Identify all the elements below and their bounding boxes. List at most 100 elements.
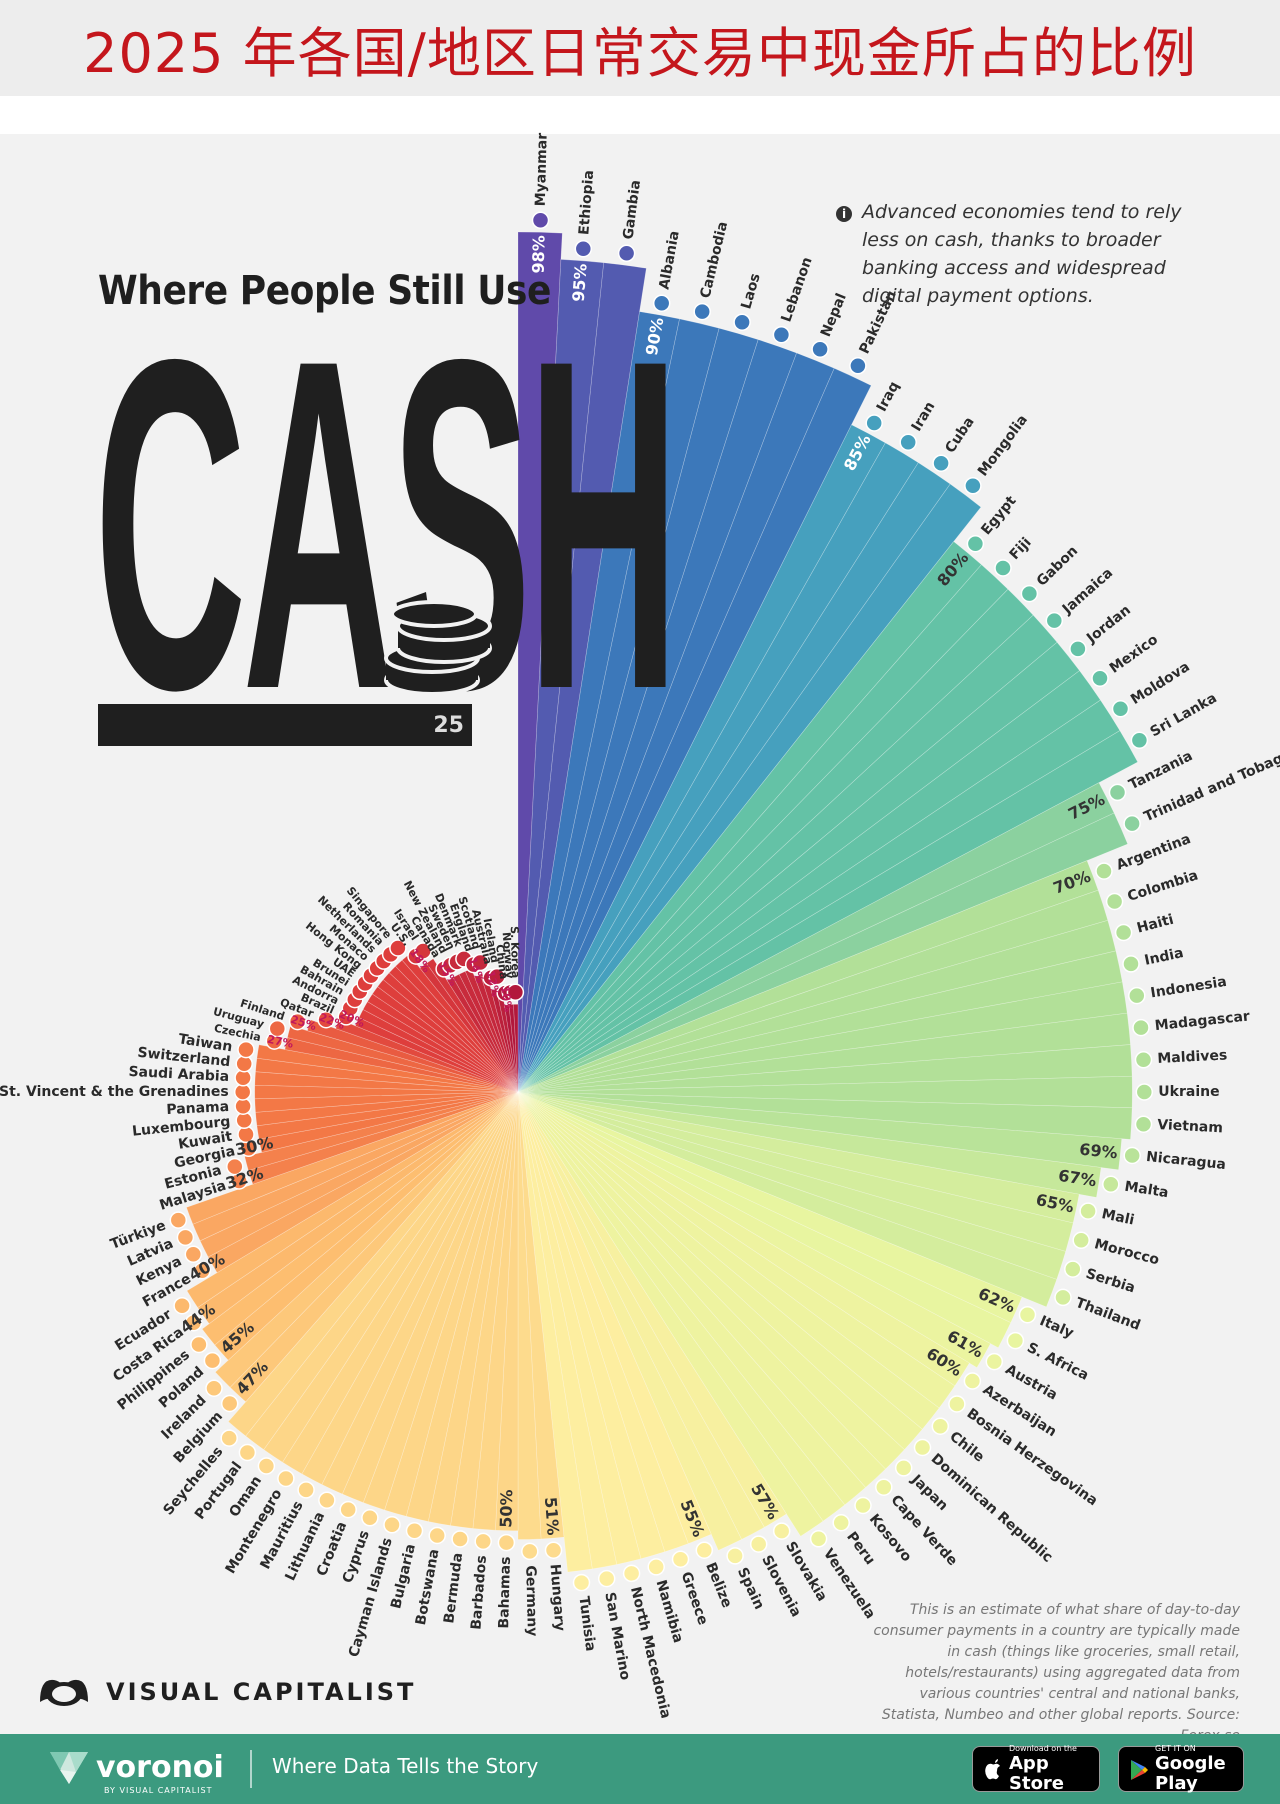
flag-icon-ecuador — [173, 1296, 191, 1315]
country-label-madagascar: Madagascar — [1154, 1008, 1251, 1034]
flag-icon-ukraine — [1135, 1083, 1154, 1101]
country-label-gabon: Gabon — [1034, 543, 1081, 590]
bar-trinidad-and-tobago — [517, 812, 1129, 1093]
note-text: Advanced economies tend to rely less on … — [862, 201, 1182, 307]
bar-mauritius — [301, 1091, 519, 1485]
bar-mexico — [517, 670, 1101, 1093]
bar-greece — [517, 1091, 689, 1553]
country-label-india: India — [1143, 945, 1185, 969]
country-label-cambodia: Cambodia — [698, 220, 732, 300]
flag-icon-morocco — [1072, 1231, 1090, 1250]
flag-icon-fiji — [994, 559, 1012, 577]
google-play-icon — [1131, 1760, 1148, 1780]
app-store-button[interactable]: Download on the App Store — [972, 1744, 1100, 1794]
bar-kuwait — [256, 1091, 519, 1140]
google-play-button[interactable]: GET IT ON Google Play — [1118, 1744, 1244, 1794]
flag-icon-oman — [257, 1457, 276, 1475]
flag-icon-tanzania — [1108, 783, 1127, 802]
country-label-panama: Panama — [166, 1099, 230, 1118]
flag-icon-nicaragua — [1123, 1146, 1141, 1165]
bar-argentina — [517, 860, 1099, 1093]
flag-icon-cape-verde — [875, 1478, 893, 1496]
flag-icon-cyprus — [361, 1509, 379, 1527]
bar-germany — [517, 1091, 542, 1540]
bar-colombia — [517, 889, 1109, 1093]
bar-bahrain — [362, 1001, 519, 1093]
flag-icon-chile — [931, 1417, 950, 1435]
country-label-iran: Iran — [909, 399, 939, 434]
bar-barbados — [472, 1091, 519, 1531]
flag-icon-myanmar — [531, 211, 550, 230]
coins-icon — [384, 600, 492, 696]
flag-icon-israel — [414, 942, 432, 960]
country-label-laos: Laos — [738, 272, 764, 311]
bar-france — [207, 1091, 519, 1274]
country-label-ukraine: Ukraine — [1158, 1084, 1219, 1100]
bar-myanmar — [517, 231, 563, 1093]
bar-england — [474, 974, 519, 1093]
country-label-vietnam: Vietnam — [1157, 1117, 1223, 1136]
flag-icon-bosnia-herzegovina — [948, 1395, 966, 1413]
country-label-thailand: Thailand — [1073, 1295, 1142, 1334]
country-label-saudi-arabia: Saudi Arabia — [128, 1064, 229, 1085]
country-label-sri-lanka: Sri Lanka — [1148, 690, 1220, 740]
bar-north-macedonia — [517, 1091, 642, 1565]
flag-icon-montenegro — [277, 1469, 295, 1488]
flag-icon-t-rkiye — [169, 1211, 188, 1229]
bar-sri-lanka — [517, 730, 1139, 1093]
bar-u-s — [419, 962, 519, 1093]
bar-nicaragua — [517, 1091, 1123, 1171]
country-label-germany: Germany — [522, 1565, 540, 1636]
country-label-hungary: Hungary — [547, 1563, 568, 1631]
country-label-barbados: Barbados — [468, 1555, 490, 1630]
flag-icon-argentina — [1095, 862, 1113, 880]
country-label-maldives: Maldives — [1157, 1047, 1228, 1067]
visual-capitalist-logo: VISUAL CAPITALIST — [36, 1672, 416, 1712]
bar-albania — [517, 311, 680, 1093]
country-label-malta: Malta — [1123, 1179, 1169, 1202]
value-label-ethiopia: 95% — [569, 263, 591, 303]
voronoi-logo[interactable]: voronoi — [48, 1748, 224, 1786]
flag-icon-venezuela — [809, 1530, 828, 1548]
flag-icon-namibia — [647, 1558, 665, 1576]
flag-icon-cambodia — [693, 302, 711, 321]
country-label-chile: Chile — [946, 1429, 987, 1466]
bar-indonesia — [517, 981, 1128, 1093]
country-label-norway: Norway — [500, 932, 517, 979]
bar-uae — [371, 986, 519, 1093]
value-label-czechia: 27% — [266, 1033, 294, 1051]
country-label-gambia: Gambia — [620, 179, 644, 240]
bar-ukraine — [517, 1075, 1133, 1109]
bar-cambodia — [517, 318, 720, 1093]
bar-brazil — [355, 1017, 519, 1093]
bar-cuba — [517, 462, 951, 1093]
flag-icon-finland — [288, 1012, 307, 1031]
bar-new-zealand — [452, 973, 519, 1093]
value-label-china: 10% — [498, 985, 514, 1013]
country-label-morocco: Morocco — [1093, 1236, 1162, 1268]
flag-icon-gabon — [1020, 584, 1039, 603]
voronoi-subtitle: BY VISUAL CAPITALIST — [104, 1786, 213, 1795]
bar-serbia — [517, 1091, 1067, 1280]
bar-finland — [306, 1019, 519, 1093]
country-label-st-vincent-the-grenadines: St. Vincent & the Grenadines — [0, 1084, 229, 1100]
flag-icon-bahamas — [497, 1533, 516, 1552]
bar-luxembourg — [255, 1091, 519, 1127]
bar-portugal — [245, 1091, 519, 1451]
bar-san-marino — [517, 1091, 618, 1570]
bar-st-vincent-the-grenadines — [254, 1084, 519, 1100]
bar-gabon — [517, 588, 1034, 1093]
bar-lebanon — [517, 339, 797, 1093]
bar-cayman-islands — [384, 1091, 519, 1517]
flag-icon-lithuania — [318, 1491, 336, 1510]
bar-canada — [446, 977, 519, 1093]
flag-icon-kosovo — [854, 1496, 872, 1515]
app-store-label: App Store — [1009, 1753, 1065, 1794]
country-label-cuba: Cuba — [942, 414, 977, 456]
country-label-lebanon: Lebanon — [778, 255, 815, 324]
flag-icon-botswana — [428, 1526, 446, 1545]
bar-monaco — [382, 972, 519, 1093]
bar-italy — [517, 1091, 1023, 1324]
value-label-australia: 12% — [484, 969, 503, 998]
flag-icon-mexico — [1091, 669, 1109, 688]
